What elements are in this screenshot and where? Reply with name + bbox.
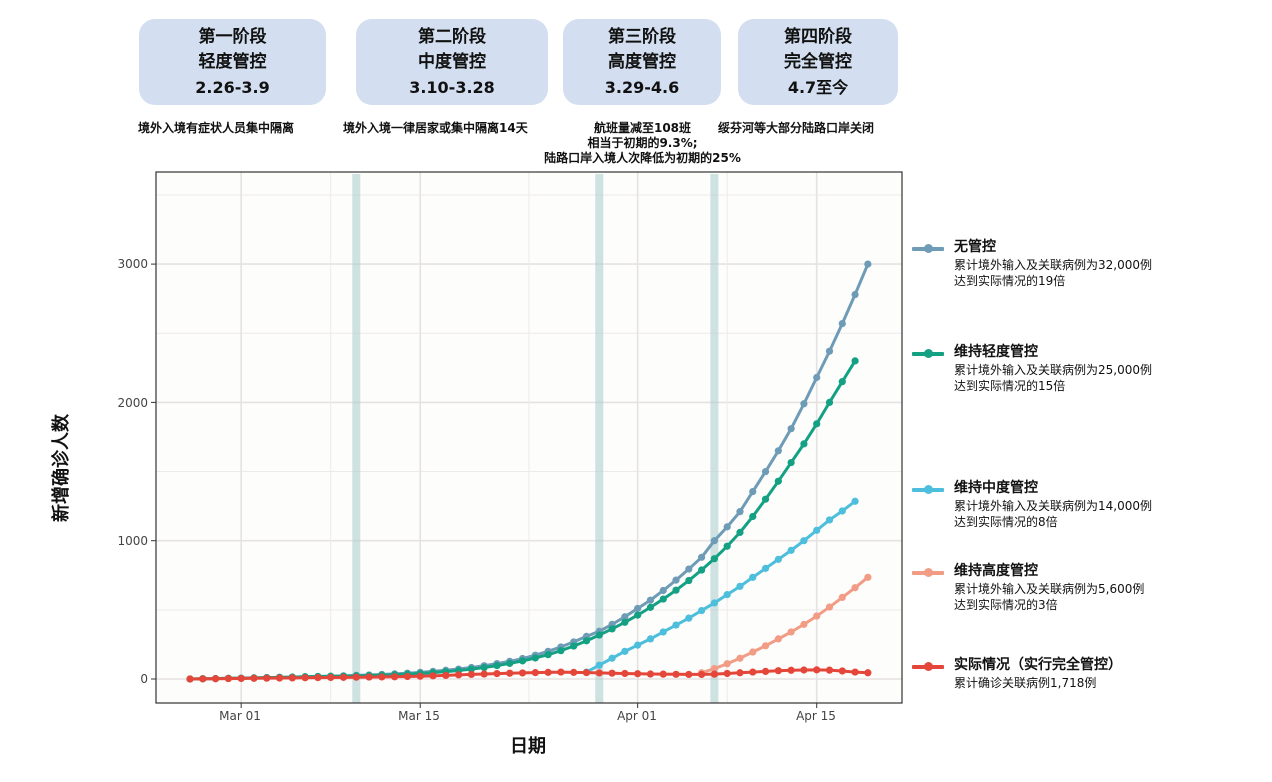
phase-box-2: 第二阶段 中度管控 3.10-3.28 — [356, 19, 548, 105]
y-tick-0: 0 — [140, 672, 148, 686]
x-tick-apr01: Apr 01 — [617, 709, 657, 723]
note-line: 绥芬河等大部分陆路口岸关闭 — [718, 121, 875, 135]
note-line: 相当于初期的9.3%; — [587, 136, 698, 150]
y-tick-2000: 2000 — [117, 396, 148, 410]
phase-name: 第三阶段 — [608, 26, 676, 47]
note-line: 境外入境有症状人员集中隔离 — [138, 121, 295, 135]
legend-desc: 达到实际情况的8倍 — [954, 515, 1058, 529]
phase-dates: 3.10-3.28 — [409, 77, 495, 97]
phase-box-1: 第一阶段 轻度管控 2.26-3.9 — [139, 19, 326, 105]
phase-dates: 2.26-3.9 — [195, 77, 270, 97]
axis-ticks — [151, 263, 818, 708]
legend-desc: 累计境外输入及关联病例为32,000例 — [954, 258, 1152, 272]
phase-note-3: 航班量减至108班 相当于初期的9.3%; 陆路口岸入境人次降低为初期的25% — [534, 121, 751, 166]
phase-level: 轻度管控 — [198, 51, 267, 72]
legend-title: 维持轻度管控 — [954, 344, 1038, 360]
x-tick-apr15: Apr 15 — [796, 709, 836, 723]
legend-title: 无管控 — [954, 239, 996, 255]
phase-note-1: 境外入境有症状人员集中隔离 — [138, 121, 294, 136]
phase-level: 高度管控 — [608, 51, 676, 72]
x-tick-mar01: Mar 01 — [219, 709, 261, 723]
legend-dot-icon — [924, 244, 933, 253]
x-tick-mar15: Mar 15 — [398, 709, 440, 723]
phase-name: 第一阶段 — [198, 26, 267, 47]
phase-level: 完全管控 — [784, 51, 852, 72]
phase-box-3: 第三阶段 高度管控 3.29-4.6 — [563, 19, 721, 105]
legend-dot-icon — [924, 349, 933, 358]
note-line: 境外入境一律居家或集中隔离14天 — [343, 121, 528, 135]
phase-box-4: 第四阶段 完全管控 4.7至今 — [738, 19, 898, 105]
y-axis-label: 新增确诊人数 — [51, 414, 72, 522]
phase-level: 中度管控 — [418, 51, 486, 72]
legend-desc: 达到实际情况的19倍 — [954, 274, 1066, 288]
phase-name: 第四阶段 — [784, 26, 852, 47]
legend-desc: 达到实际情况的15倍 — [954, 379, 1066, 393]
y-tick-1000: 1000 — [117, 534, 148, 548]
legend-desc: 累计确诊关联病例1,718例 — [954, 676, 1097, 690]
note-line: 航班量减至108班 — [593, 121, 692, 135]
phase-note-2: 境外入境一律居家或集中隔离14天 — [343, 121, 528, 136]
phase-dates: 3.29-4.6 — [604, 77, 680, 97]
phase-note-4: 绥芬河等大部分陆路口岸关闭 — [718, 121, 874, 136]
legend-dot-icon — [924, 662, 933, 671]
series-lines — [186, 260, 872, 683]
legend-desc: 累计境外输入及关联病例为25,000例 — [954, 363, 1152, 377]
legend-title: 实际情况（实行完全管控） — [954, 657, 1122, 673]
legend-desc: 累计境外输入及关联病例为5,600例 — [954, 582, 1145, 596]
phase-name: 第二阶段 — [418, 26, 486, 47]
legend-title: 维持高度管控 — [954, 563, 1038, 579]
phase-dates: 4.7至今 — [787, 77, 849, 97]
legend-dot-icon — [924, 485, 933, 494]
legend-dot-icon — [924, 568, 933, 577]
phase-marker-bars — [352, 174, 719, 703]
legend-title: 维持中度管控 — [954, 480, 1038, 496]
y-tick-3000: 3000 — [117, 257, 148, 271]
legend-desc: 累计境外输入及关联病例为14,000例 — [954, 499, 1152, 513]
x-axis-label: 日期 — [510, 736, 546, 757]
plot-border — [155, 171, 903, 704]
legend-desc: 达到实际情况的3倍 — [954, 598, 1058, 612]
note-line: 陆路口岸入境人次降低为初期的25% — [544, 151, 741, 165]
